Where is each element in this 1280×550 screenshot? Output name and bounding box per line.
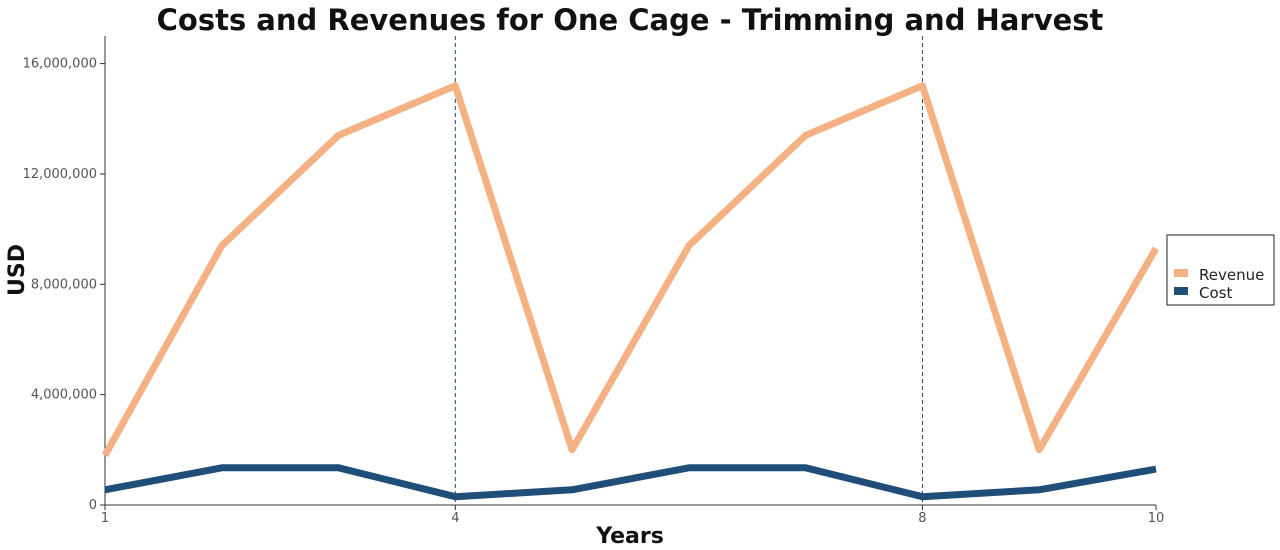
legend-swatch-cost bbox=[1174, 287, 1188, 295]
legend: Revenue Cost bbox=[1166, 234, 1275, 306]
y-axis-title: USD bbox=[5, 244, 30, 296]
y-tick-label: 0 bbox=[89, 498, 97, 513]
y-tick-label: 4,000,000 bbox=[31, 388, 97, 403]
x-tick-label: 10 bbox=[1148, 511, 1165, 526]
chart-title: Costs and Revenues for One Cage - Trimmi… bbox=[157, 3, 1104, 37]
plot-area: 0 4,000,000 8,000,000 12,000,000 16,000,000 1… bbox=[23, 36, 1165, 526]
series-line-revenue bbox=[101, 82, 1160, 458]
y-tick-label: 12,000,000 bbox=[23, 167, 97, 182]
y-tick-label: 16,000,000 bbox=[23, 57, 97, 72]
x-tick-label: 4 bbox=[451, 511, 459, 526]
x-axis-title: Years bbox=[595, 524, 664, 549]
legend-label-cost: Cost bbox=[1199, 284, 1232, 302]
y-tick-label: 8,000,000 bbox=[31, 277, 97, 292]
x-tick-label: 8 bbox=[918, 511, 926, 526]
x-tick-label: 1 bbox=[101, 511, 109, 526]
legend-label-revenue: Revenue bbox=[1199, 266, 1264, 284]
series-line-cost bbox=[104, 464, 1157, 501]
legend-swatch-revenue bbox=[1174, 269, 1188, 277]
